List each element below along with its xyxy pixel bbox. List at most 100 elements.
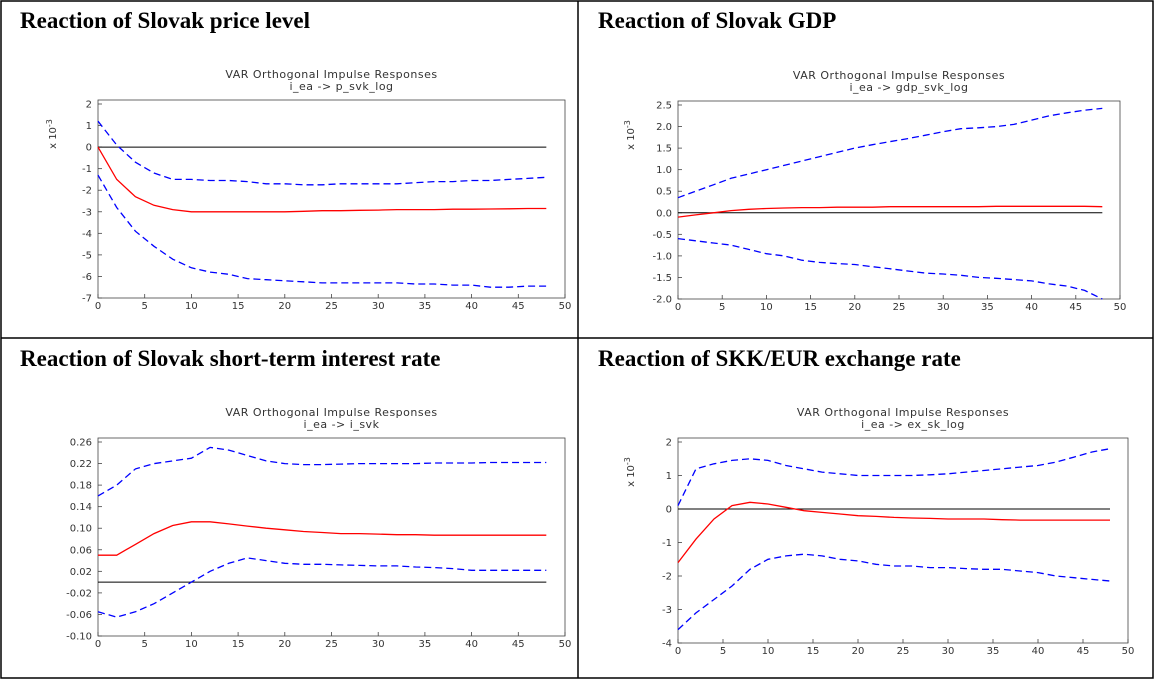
x-tick-label: 15	[232, 301, 245, 312]
x-tick-label: 20	[278, 301, 291, 312]
y-tick-label: 2	[86, 100, 92, 111]
x-tick-label: 45	[512, 639, 525, 650]
y-tick-label: 0	[666, 505, 672, 516]
series-line	[97, 120, 547, 186]
y-tick-label: -5	[82, 250, 92, 261]
x-tick-label: 25	[893, 302, 906, 313]
x-tick-label: 50	[1122, 646, 1135, 657]
y-tick-label: 0.22	[70, 459, 92, 470]
y-tick-label: -2	[82, 186, 92, 197]
y-tick-label: 0.14	[70, 502, 92, 513]
y-tick-label: 2.5	[656, 101, 672, 112]
y-scale-exponent: -3	[623, 457, 632, 465]
x-tick-label: 25	[325, 639, 338, 650]
x-tick-label: 10	[185, 301, 198, 312]
y-tick-label: 0.5	[656, 187, 672, 198]
x-tick-label: 30	[372, 301, 385, 312]
y-tick-label: 2	[666, 438, 672, 449]
y-tick-label: 1	[86, 121, 92, 132]
x-tick-label: 10	[185, 639, 198, 650]
x-tick-label: 0	[675, 302, 681, 313]
y-tick-label: -3	[662, 605, 672, 616]
chart-title: VAR Orthogonal Impulse Responses	[225, 406, 437, 419]
plot-frame	[677, 437, 1129, 644]
series-line	[677, 205, 1103, 218]
x-tick-label: 20	[278, 639, 291, 650]
chart-subtitle: i_ea -> ex_sk_log	[861, 418, 965, 431]
chart-subtitle: i_ea -> p_svk_log	[289, 80, 393, 93]
x-tick-label: 5	[142, 301, 148, 312]
x-tick-label: 15	[232, 639, 245, 650]
cell-heading: Reaction of Slovak short-term interest r…	[20, 346, 441, 371]
x-tick-label: 40	[1025, 302, 1038, 313]
x-tick-label: 0	[95, 301, 101, 312]
chart-title: VAR Orthogonal Impulse Responses	[225, 68, 437, 81]
x-tick-label: 30	[937, 302, 950, 313]
y-tick-label: 0.02	[70, 567, 92, 578]
x-tick-label: 40	[465, 639, 478, 650]
series-line	[97, 446, 547, 497]
x-tick-label: 45	[1077, 646, 1090, 657]
x-tick-label: 45	[1069, 302, 1082, 313]
y-tick-label: 1.0	[656, 165, 672, 176]
cell-heading: Reaction of Slovak GDP	[598, 8, 836, 33]
y-scale-exponent: -3	[623, 120, 632, 128]
x-tick-label: 35	[419, 301, 432, 312]
x-tick-label: 50	[559, 301, 572, 312]
plot-frame	[97, 99, 566, 299]
x-tick-label: 40	[465, 301, 478, 312]
series-line	[677, 237, 1103, 300]
y-tick-label: -2.0	[652, 295, 672, 306]
y-tick-label: -7	[82, 294, 92, 305]
y-tick-label: -1.0	[652, 251, 672, 262]
y-tick-label: 0.18	[70, 481, 92, 492]
x-tick-label: 35	[987, 646, 1000, 657]
x-tick-label: 5	[719, 302, 725, 313]
x-tick-label: 50	[1114, 302, 1127, 313]
y-tick-label: 0.0	[656, 208, 672, 219]
x-tick-label: 25	[325, 301, 338, 312]
y-scale-label: x 10-3	[45, 119, 59, 149]
series-line	[97, 557, 547, 618]
y-scale-label: x 10-3	[623, 120, 637, 150]
y-tick-label: -0.10	[66, 632, 92, 643]
y-tick-label: -0.5	[652, 230, 672, 241]
y-scale-label: x 10-3	[623, 457, 637, 487]
y-tick-label: 0.06	[70, 545, 92, 556]
chart-subtitle: i_ea -> gdp_svk_log	[849, 81, 968, 94]
series-line	[98, 521, 547, 556]
series-line	[97, 146, 547, 213]
x-tick-label: 30	[372, 639, 385, 650]
y-scale-base: x 10	[48, 127, 59, 149]
y-tick-label: -1.5	[652, 273, 672, 284]
y-tick-label: -1	[662, 538, 672, 549]
y-tick-label: -0.06	[66, 610, 92, 621]
series-line	[677, 501, 1110, 563]
series-line	[97, 174, 547, 288]
series-line	[677, 448, 1111, 506]
plot-frame	[97, 437, 566, 637]
series-line	[677, 107, 1103, 199]
y-tick-label: 0.26	[70, 438, 92, 449]
x-tick-label: 50	[559, 639, 572, 650]
y-tick-label: -1	[82, 164, 92, 175]
y-tick-label: -3	[82, 207, 92, 218]
chart-title: VAR Orthogonal Impulse Responses	[793, 69, 1005, 82]
y-tick-label: -0.02	[66, 588, 92, 599]
x-tick-label: 10	[762, 646, 775, 657]
y-tick-label: -2	[662, 572, 672, 583]
x-tick-label: 35	[981, 302, 994, 313]
x-tick-label: 20	[848, 302, 861, 313]
x-tick-label: 5	[142, 639, 148, 650]
chart-title: VAR Orthogonal Impulse Responses	[797, 406, 1009, 419]
x-tick-label: 40	[1032, 646, 1045, 657]
y-tick-label: -4	[662, 639, 672, 650]
x-tick-label: 45	[512, 301, 525, 312]
x-tick-label: 10	[760, 302, 773, 313]
chart-subtitle: i_ea -> i_svk	[304, 418, 380, 431]
cell-heading: Reaction of SKK/EUR exchange rate	[598, 346, 961, 371]
y-scale-exponent: -3	[45, 119, 54, 127]
x-tick-label: 15	[807, 646, 820, 657]
